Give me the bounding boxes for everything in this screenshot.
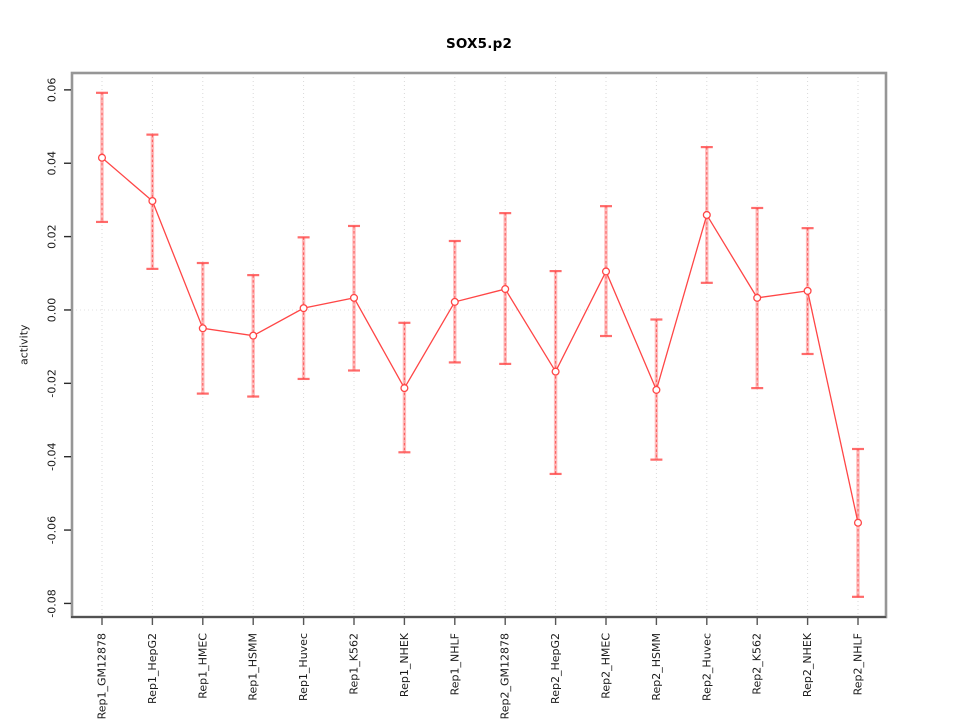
x-tick-label: Rep2_K562 <box>751 633 764 695</box>
x-tick-label: Rep1_HSMM <box>247 633 260 701</box>
x-tick-label: Rep2_HSMM <box>650 633 663 701</box>
data-point <box>97 153 107 162</box>
data-point <box>349 293 359 302</box>
y-tick-label: -0.02 <box>46 369 59 397</box>
data-point <box>501 285 510 294</box>
x-tick-label: Rep1_Huvec <box>297 633 310 701</box>
x-tick-label: Rep1_K562 <box>348 633 361 695</box>
data-point <box>652 385 661 394</box>
data-point <box>803 286 812 295</box>
data-point <box>601 267 611 276</box>
x-tick-label: Rep2_HMEC <box>600 633 613 699</box>
data-point <box>450 297 459 306</box>
x-tick-label: Rep2_Huvec <box>700 633 713 701</box>
y-tick-label: 0.04 <box>46 151 59 176</box>
plot-frame <box>70 71 888 619</box>
data-point <box>148 196 157 206</box>
y-tick-label: -0.06 <box>46 516 59 544</box>
x-tick-label: Rep2_HepG2 <box>549 633 562 704</box>
data-point <box>249 331 258 340</box>
x-tick-label: Rep1_NHLF <box>448 633 461 695</box>
data-point <box>753 293 762 302</box>
chart-title: SOX5.p2 <box>445 36 513 52</box>
y-tick-label: -0.04 <box>46 442 59 470</box>
x-tick-label: Rep1_HMEC <box>196 633 209 699</box>
x-tick-label: Rep2_NHEK <box>801 632 814 697</box>
data-point <box>299 304 308 313</box>
x-tick-label: Rep1_GM12878 <box>96 633 109 719</box>
data-line <box>101 157 859 523</box>
y-tick-label: 0.06 <box>46 78 59 103</box>
y-tick-label: -0.08 <box>46 589 59 617</box>
data-point <box>853 518 863 527</box>
x-tick-label: Rep2_NHLF <box>852 633 865 695</box>
y-tick-label: 0.02 <box>46 224 59 249</box>
x-tick-label: Rep1_NHEK <box>398 632 411 697</box>
data-point <box>400 384 409 393</box>
y-tick-label: 0.00 <box>45 298 58 323</box>
x-tick-label: Rep1_HepG2 <box>146 633 159 704</box>
x-tick-label: Rep2_GM12878 <box>499 633 512 719</box>
data-point <box>198 324 207 333</box>
data-point <box>551 367 560 376</box>
data-point <box>702 210 711 220</box>
